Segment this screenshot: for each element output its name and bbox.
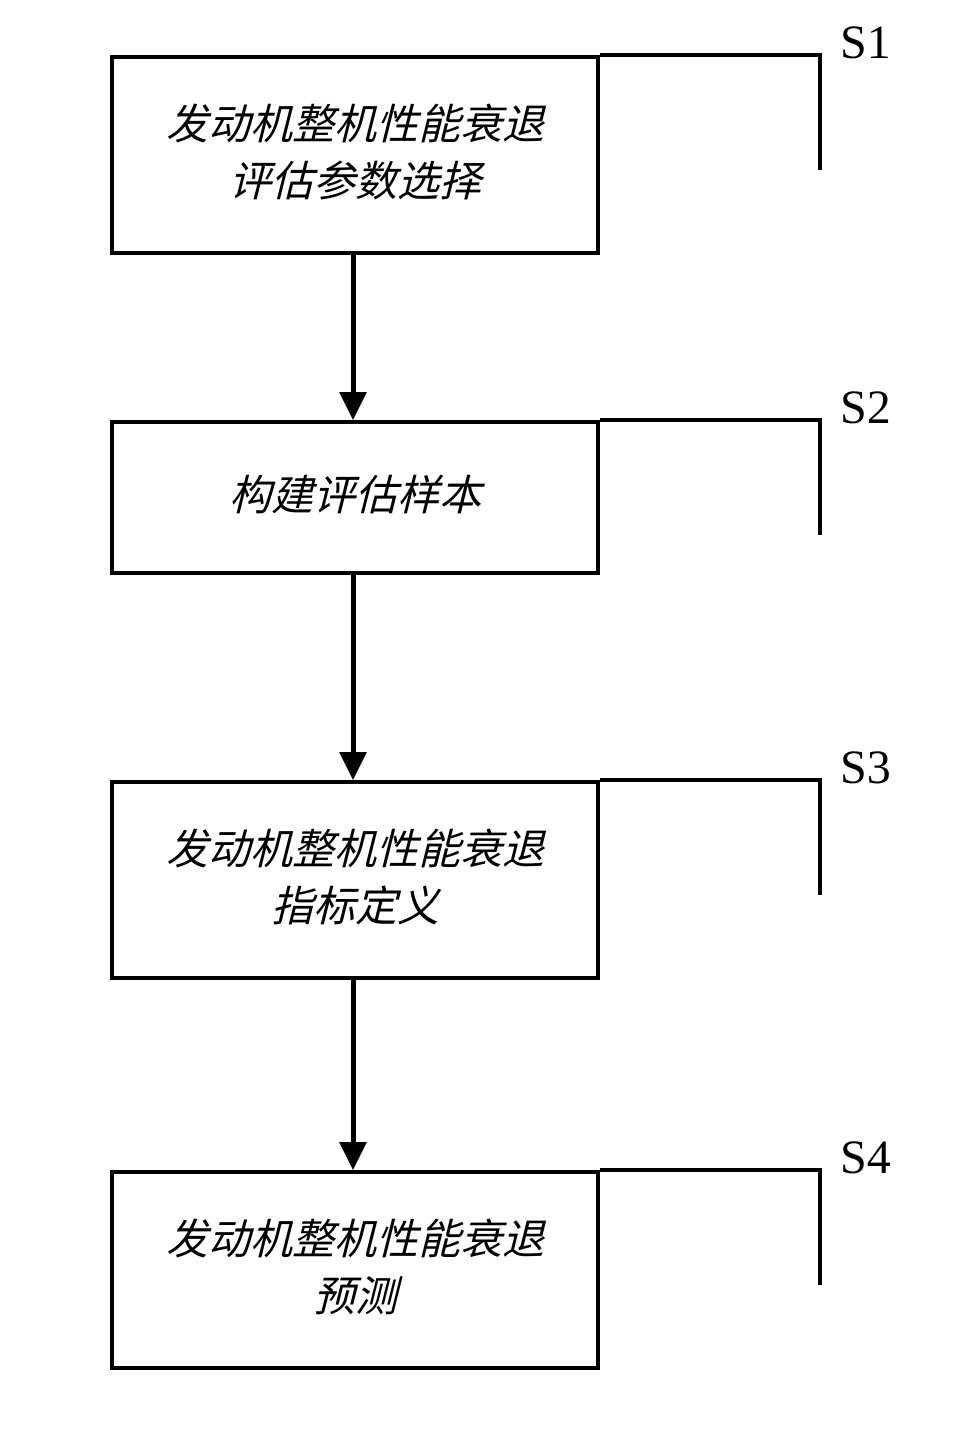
arrow-line-s1-s2 xyxy=(351,255,356,392)
arrow-head-s1-s2 xyxy=(339,392,367,420)
flow-box-s3: 发动机整机性能衰退 指标定义 xyxy=(110,780,600,980)
flow-box-s4: 发动机整机性能衰退 预测 xyxy=(110,1170,600,1370)
callout-s3 xyxy=(595,765,840,915)
callout-s2 xyxy=(595,405,840,555)
flow-box-text-s2: 构建评估样本 xyxy=(229,469,481,526)
arrow-line-s2-s3 xyxy=(351,575,356,752)
arrow-line-s3-s4 xyxy=(351,980,356,1142)
flow-box-s2: 构建评估样本 xyxy=(110,420,600,575)
flow-box-text-s3: 发动机整机性能衰退 指标定义 xyxy=(166,823,544,936)
arrow-head-s3-s4 xyxy=(339,1142,367,1170)
flow-box-s1: 发动机整机性能衰退 评估参数选择 xyxy=(110,55,600,255)
step-label-s4: S4 xyxy=(840,1130,891,1185)
callout-s4 xyxy=(595,1155,840,1305)
step-label-s1: S1 xyxy=(840,15,891,70)
flow-box-text-s4: 发动机整机性能衰退 预测 xyxy=(166,1213,544,1326)
callout-s1 xyxy=(595,40,840,190)
arrow-head-s2-s3 xyxy=(339,752,367,780)
flow-box-text-s1: 发动机整机性能衰退 评估参数选择 xyxy=(166,98,544,211)
step-label-s2: S2 xyxy=(840,380,891,435)
step-label-s3: S3 xyxy=(840,740,891,795)
